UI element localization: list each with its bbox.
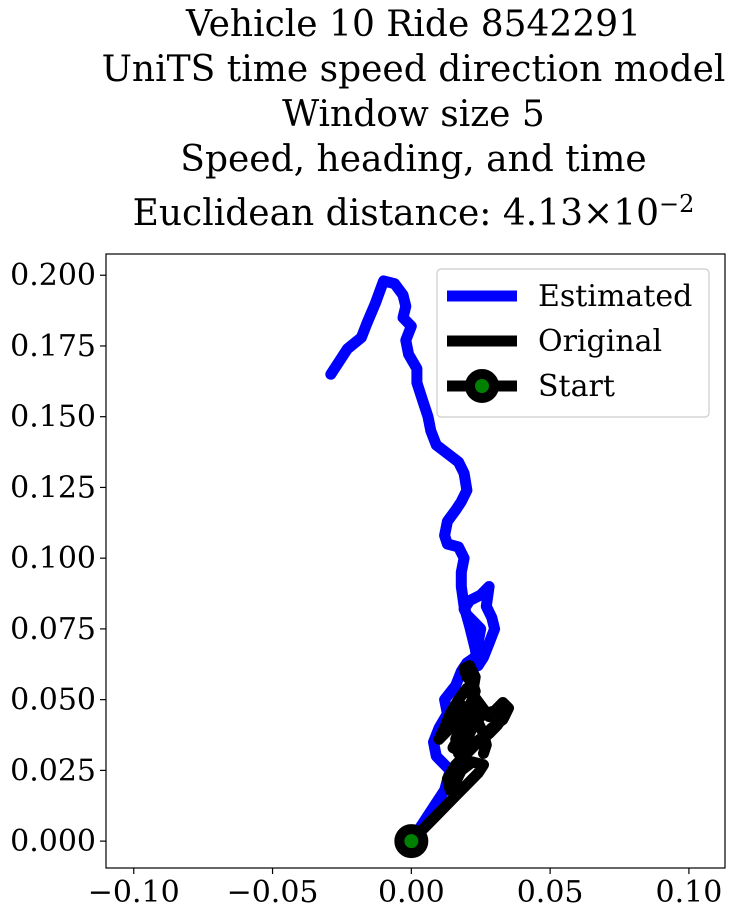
y-tick-label: 0.150: [10, 400, 96, 435]
y-tick-label: 0.050: [10, 683, 96, 718]
y-tick-label: 0.000: [10, 824, 96, 859]
x-tick-label: 0.00: [378, 875, 445, 910]
y-tick-label: 0.025: [10, 753, 96, 788]
x-tick-label: −0.10: [88, 875, 180, 910]
legend: Estimated Original Start: [437, 269, 709, 417]
y-tick-label: 0.175: [10, 329, 96, 364]
legend-label-estimated: Estimated: [538, 279, 692, 314]
legend-label-start: Start: [538, 369, 615, 404]
y-tick-label: 0.200: [10, 258, 96, 293]
start-marker: [399, 829, 423, 853]
legend-start-marker: [470, 374, 494, 398]
legend-label-original: Original: [538, 324, 662, 359]
y-tick-label: 0.100: [10, 541, 96, 576]
x-tick-label: −0.05: [227, 875, 319, 910]
y-tick-label: 0.125: [10, 470, 96, 505]
y-tick-label: 0.075: [10, 612, 96, 647]
x-tick-label: 0.10: [656, 875, 723, 910]
x-tick-label: 0.05: [517, 875, 584, 910]
